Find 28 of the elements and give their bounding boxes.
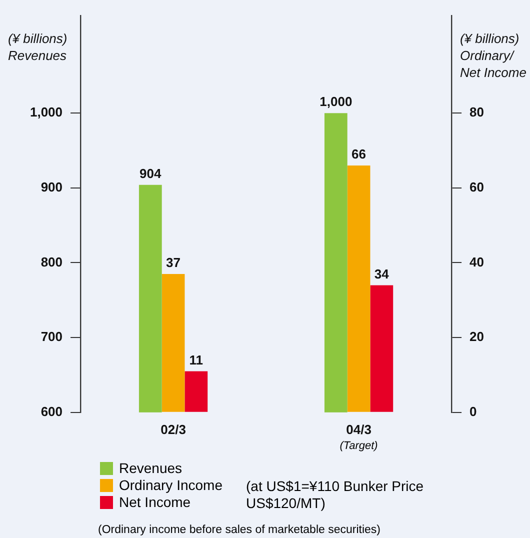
text: (Ordinary income before sales of marketable securities) xyxy=(98,524,381,536)
y2-tick-label: 40 xyxy=(470,254,484,270)
text: (at US$1=¥110 Bunker Price US$120/MT) xyxy=(246,478,425,512)
y-tick-label: 600 xyxy=(40,404,63,419)
data-label: 66 xyxy=(352,146,366,162)
y2-tick-label: 80 xyxy=(470,104,484,120)
y2-tick-label: 20 xyxy=(470,329,484,344)
data-label: 37 xyxy=(166,255,181,270)
legend-label: Ordinary Income xyxy=(119,477,222,494)
bar xyxy=(370,285,394,412)
y-tick-label: 800 xyxy=(40,254,63,270)
y-tick-label: 1,000 xyxy=(30,104,63,120)
data-label: 11 xyxy=(189,352,204,368)
y2-axis-title: (¥ billions) Ordinary/ Net Income xyxy=(460,30,528,81)
y2-tick-label: 0 xyxy=(470,404,477,419)
x-tick-label: 02/3 xyxy=(160,422,186,437)
bar xyxy=(184,371,208,412)
legend-label: Revenues xyxy=(119,460,182,477)
text: (Target) xyxy=(340,440,378,452)
y2-tick-label: 60 xyxy=(470,179,484,194)
y-axis-title: (¥ billions) Revenues xyxy=(8,30,68,64)
data-label: 1,000 xyxy=(320,94,352,110)
y-tick-label: 900 xyxy=(40,179,63,194)
data-label: 904 xyxy=(140,166,162,181)
y-tick-label: 700 xyxy=(40,329,63,344)
data-label: 34 xyxy=(374,266,390,282)
legend-label: Net Income xyxy=(119,494,191,511)
x-tick-label: 04/3 xyxy=(346,422,372,437)
